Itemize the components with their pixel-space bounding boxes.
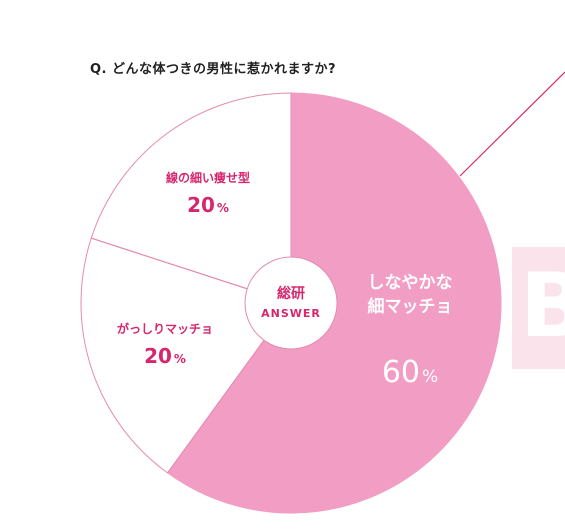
decorative-line bbox=[459, 71, 565, 177]
slice-value-2: 20% bbox=[187, 193, 229, 217]
center-subtitle: ANSWER bbox=[261, 307, 321, 320]
slice-label-2-line-0: 線の細い痩せ型 bbox=[166, 170, 250, 185]
pie-slice-1 bbox=[80, 237, 292, 474]
background-panel bbox=[512, 247, 565, 369]
question-title: Q. どんな体つきの男性に惹かれますか? bbox=[90, 62, 337, 77]
center-circle bbox=[244, 256, 338, 350]
slice-label-1-line-0: がっしりマッチョ bbox=[117, 321, 213, 336]
slice-label-0-line-1: 細マッチョ bbox=[368, 296, 453, 317]
pie-slice-2 bbox=[90, 92, 292, 304]
slice-value-1: 20% bbox=[144, 344, 186, 368]
center-title: 総研 bbox=[277, 285, 305, 302]
slice-value-0: 60% bbox=[382, 355, 438, 390]
slice-label-0-line-0: しなやかな bbox=[368, 273, 453, 293]
background-letter: B bbox=[520, 262, 565, 352]
